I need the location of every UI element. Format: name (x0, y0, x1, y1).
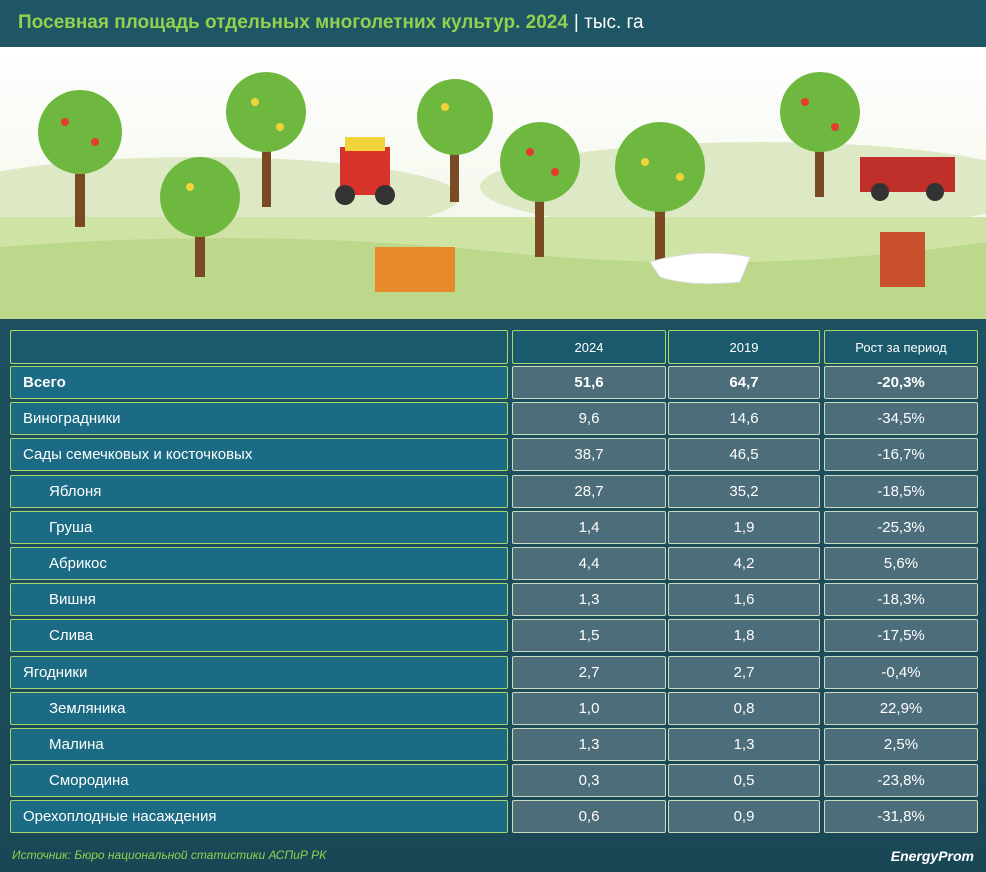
value-cell: -23,8% (824, 764, 978, 798)
value-cell: 0,3 (512, 764, 666, 798)
value-cell: 14,6 (668, 402, 820, 436)
value-cell: -34,5% (824, 402, 978, 436)
value-cell: 0,6 (512, 800, 666, 834)
value-cell: 51,6 (512, 366, 666, 399)
column-header: Рост за период (824, 330, 978, 364)
value-cell: 46,5 (668, 438, 820, 472)
value-cell: 1,0 (512, 691, 666, 725)
row-label: Слива (10, 619, 508, 653)
value-cell: 22,9% (824, 691, 978, 725)
value-cell: 4,4 (512, 547, 666, 580)
value-cell: 1,3 (668, 728, 820, 761)
column-header: 2019 (668, 330, 820, 364)
value-cell: -25,3% (824, 510, 978, 544)
row-label: Земляника (10, 691, 508, 725)
value-cell: 5,6% (824, 547, 978, 580)
value-cell: 1,3 (512, 583, 666, 617)
value-cell: 1,5 (512, 619, 666, 653)
column-header: 2024 (512, 330, 666, 364)
row-label: Сады семечковых и косточковых (10, 438, 508, 472)
row-label: Яблоня (10, 474, 508, 508)
value-cell: 64,7 (668, 366, 820, 399)
value-cell: 0,5 (668, 764, 820, 798)
unit: | тыс. га (573, 12, 644, 33)
source: Источник: Бюро национальной статистики А… (12, 848, 327, 862)
value-cell: 9,6 (512, 402, 666, 436)
value-cell: 2,7 (512, 655, 666, 689)
row-label: Абрикос (10, 547, 508, 580)
value-cell: 2,7 (668, 655, 820, 689)
value-cell: 0,9 (668, 800, 820, 834)
value-cell: -0,4% (824, 655, 978, 689)
value-cell: 1,3 (512, 728, 666, 761)
value-cell: 35,2 (668, 474, 820, 508)
row-label: Смородина (10, 764, 508, 798)
value-cell: -20,3% (824, 366, 978, 399)
value-cell: 1,9 (668, 510, 820, 544)
row-label: Малина (10, 728, 508, 761)
value-cell: -18,5% (824, 474, 978, 508)
title: Посевная площадь отдельных многолетних к… (18, 12, 644, 34)
header-blank (10, 330, 508, 364)
row-label: Вишня (10, 583, 508, 617)
row-label: Виноградники (10, 402, 508, 436)
row-label: Орехоплодные насаждения (10, 800, 508, 834)
value-cell: 28,7 (512, 474, 666, 508)
logo: EnergyProm (890, 848, 974, 864)
value-cell: 1,8 (668, 619, 820, 653)
value-cell: 1,6 (668, 583, 820, 617)
row-label: Груша (10, 510, 508, 544)
value-cell: 38,7 (512, 438, 666, 472)
value-cell: -16,7% (824, 438, 978, 472)
value-cell: 1,4 (512, 510, 666, 544)
row-label: Всего (10, 366, 508, 399)
value-cell: 4,2 (668, 547, 820, 580)
value-cell: -18,3% (824, 583, 978, 617)
value-cell: 2,5% (824, 728, 978, 761)
title-text: Посевная площадь отдельных многолетних к… (18, 12, 568, 33)
value-cell: -17,5% (824, 619, 978, 653)
row-label: Ягодники (10, 655, 508, 689)
value-cell: -31,8% (824, 800, 978, 834)
value-cell: 0,8 (668, 691, 820, 725)
illustration (0, 47, 986, 319)
